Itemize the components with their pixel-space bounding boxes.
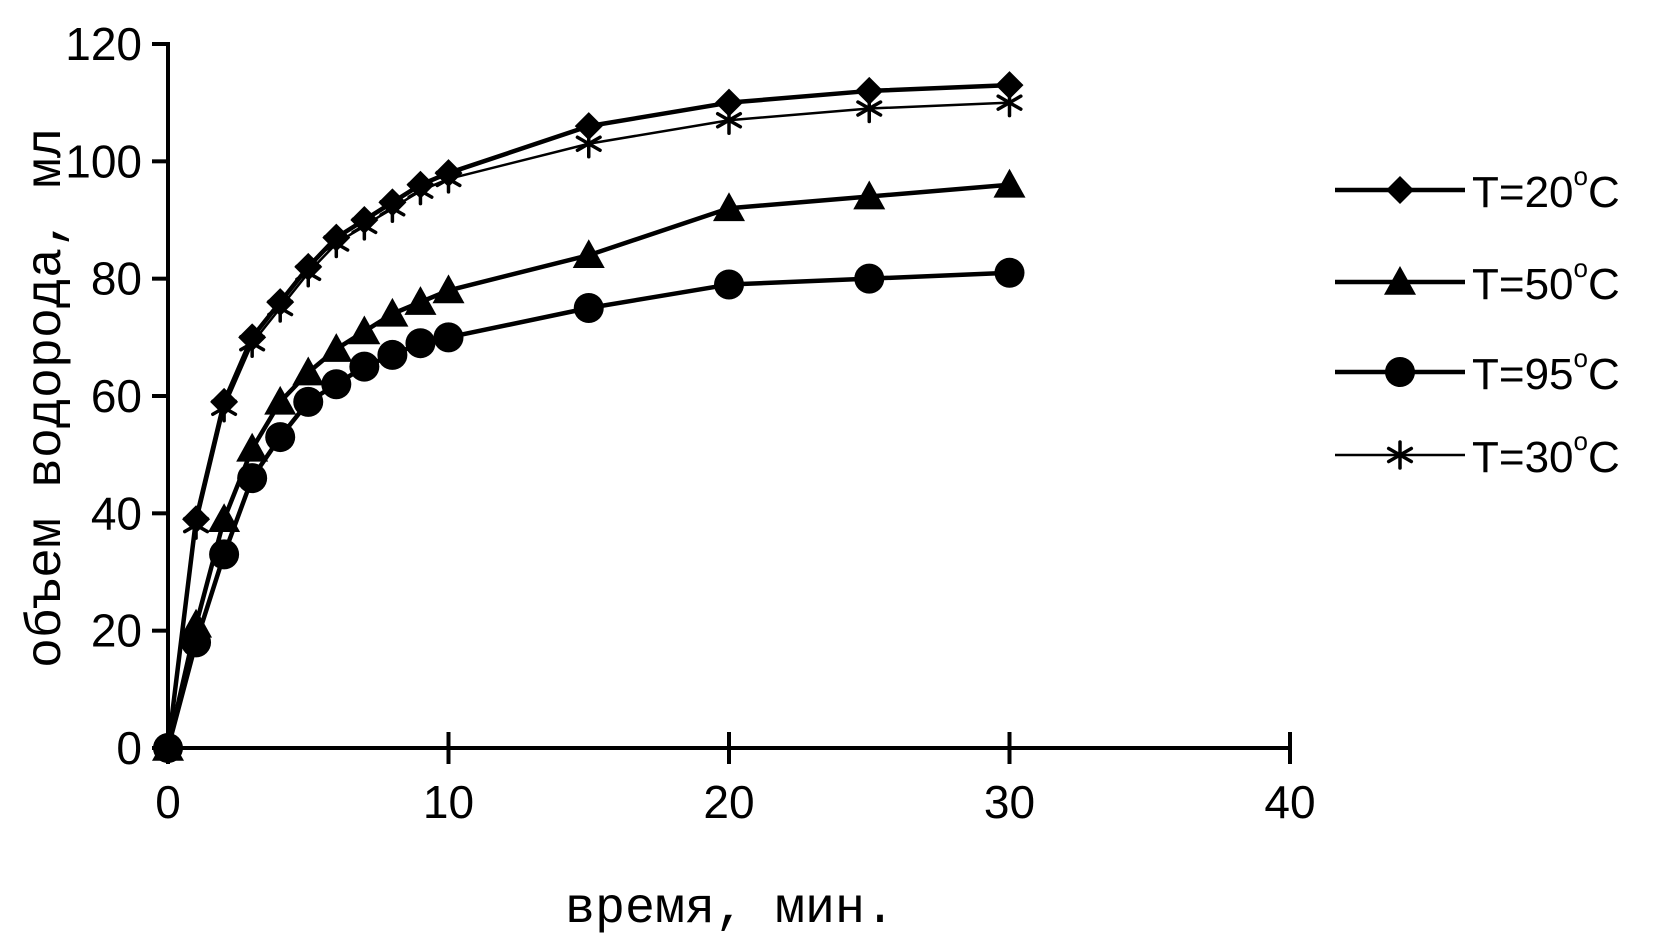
y-tick-label: 60 bbox=[91, 370, 142, 422]
series-line bbox=[168, 185, 1010, 748]
legend-item: T=20oC bbox=[1335, 161, 1620, 217]
y-tick-label: 100 bbox=[65, 135, 142, 187]
x-tick-label: 20 bbox=[703, 776, 754, 828]
series-diamond bbox=[154, 71, 1024, 762]
data-point bbox=[349, 352, 379, 382]
data-point bbox=[321, 369, 351, 399]
legend-label: T=20oC bbox=[1472, 161, 1620, 217]
legend-item: T=50oC bbox=[1335, 253, 1620, 309]
series-circle bbox=[153, 258, 1025, 763]
legend-marker bbox=[1386, 176, 1414, 204]
x-tick-label: 10 bbox=[423, 776, 474, 828]
data-point bbox=[236, 433, 268, 462]
data-point bbox=[320, 333, 352, 362]
legend-label: T=95oC bbox=[1472, 343, 1620, 399]
y-tick-label: 20 bbox=[91, 605, 142, 657]
y-tick-label: 80 bbox=[91, 253, 142, 305]
series-line bbox=[168, 103, 1010, 748]
y-tick-label: 0 bbox=[116, 722, 142, 774]
legend-label: T=50oC bbox=[1472, 253, 1620, 309]
legend-label: T=30oC bbox=[1472, 426, 1620, 482]
data-point bbox=[376, 298, 408, 327]
data-point bbox=[237, 463, 267, 493]
series-layer bbox=[152, 71, 1026, 763]
axis-ticks: 0 20 40 60 80 100 120 0 10 20 30 40 bbox=[65, 18, 1315, 828]
y-tick-label: 120 bbox=[65, 18, 142, 70]
legend-item: T=95oC bbox=[1335, 343, 1620, 399]
data-point bbox=[404, 286, 436, 315]
x-axis-title: время, мин. bbox=[565, 881, 895, 938]
y-tick-label: 40 bbox=[91, 487, 142, 539]
data-point bbox=[348, 315, 380, 344]
data-point bbox=[265, 422, 295, 452]
data-point bbox=[994, 169, 1026, 198]
legend: T=20oC T=50oC T=95oC T=30oC bbox=[1335, 161, 1620, 482]
x-tick-label: 0 bbox=[155, 776, 181, 828]
series-triangle bbox=[152, 169, 1026, 761]
data-point bbox=[434, 322, 464, 352]
axes bbox=[154, 42, 1290, 762]
data-point bbox=[995, 258, 1025, 288]
legend-item: T=30oC bbox=[1335, 426, 1620, 482]
data-point bbox=[577, 131, 600, 157]
data-point bbox=[377, 340, 407, 370]
data-point bbox=[714, 270, 744, 300]
x-tick-label: 30 bbox=[984, 776, 1035, 828]
series-line bbox=[168, 273, 1010, 748]
legend-marker bbox=[1385, 357, 1415, 387]
data-point bbox=[574, 293, 604, 323]
data-point bbox=[854, 264, 884, 294]
data-point bbox=[209, 539, 239, 569]
x-tick-label: 40 bbox=[1264, 776, 1315, 828]
data-point bbox=[293, 387, 323, 417]
data-point bbox=[181, 627, 211, 657]
y-axis-title: объем водорода, мл bbox=[19, 128, 76, 668]
data-point bbox=[405, 328, 435, 358]
